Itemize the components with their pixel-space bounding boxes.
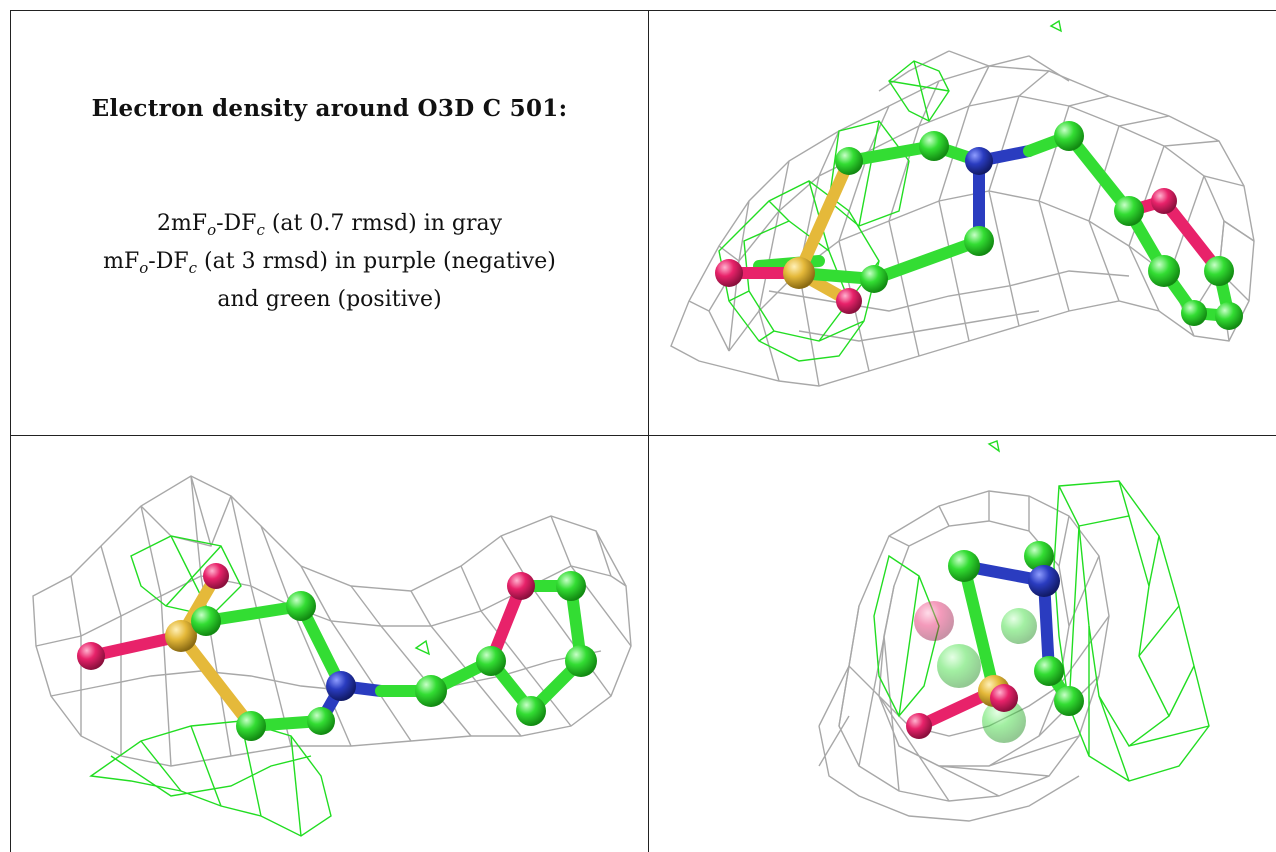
table-divider-vertical <box>648 10 649 852</box>
table-divider-horizontal <box>10 435 1276 436</box>
view-top-right <box>649 11 1276 435</box>
density-mesh-green <box>89 535 431 837</box>
atoms-depth <box>914 601 1037 743</box>
density-render-bottom-right <box>818 440 1210 822</box>
view-bottom-left <box>11 436 648 852</box>
density-mesh-green <box>873 440 1210 782</box>
view-bottom-right <box>649 436 1276 852</box>
legend-line-positive: and green (positive) <box>217 287 442 312</box>
figure-title: Electron density around O3D C 501: <box>91 95 568 122</box>
atoms <box>906 541 1084 739</box>
density-mesh-green <box>718 19 1062 362</box>
caption-cell: Electron density around O3D C 501: 2mFo-… <box>11 11 648 435</box>
legend-text: 2mFo-DFc (at 0.7 rmsd) in gray mFo-DFc (… <box>11 205 648 319</box>
figure-table <box>10 10 1276 852</box>
legend-line-2fofc: 2mFo-DFc (at 0.7 rmsd) in gray <box>156 211 503 239</box>
density-render-bottom-left <box>32 475 632 837</box>
density-mesh-gray <box>670 50 1255 387</box>
atoms <box>77 563 597 741</box>
legend-line-fofc: mFo-DFc (at 3 rmsd) in purple (negative) <box>103 249 556 277</box>
density-render-top-right <box>670 19 1255 387</box>
atoms <box>715 121 1243 330</box>
